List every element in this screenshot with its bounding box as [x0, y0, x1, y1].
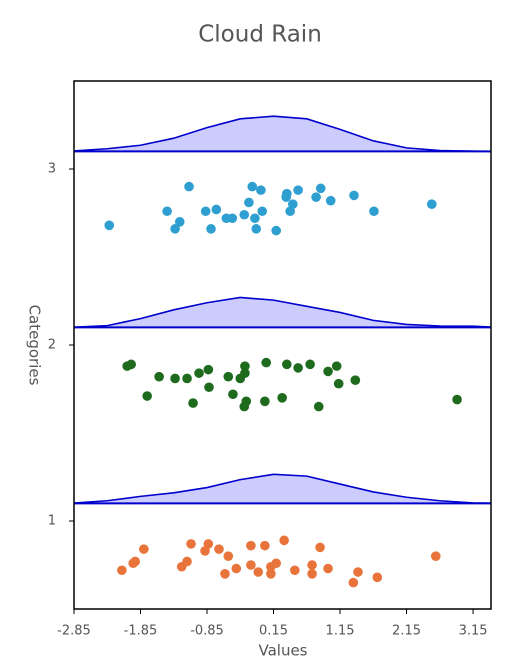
rain-point [285, 206, 295, 217]
rain-point [315, 542, 325, 553]
rain-point [246, 540, 256, 551]
rain-point [241, 396, 252, 407]
rain-point [142, 391, 152, 401]
rain-point [154, 371, 164, 382]
rain-point [307, 560, 317, 570]
rain-point [223, 371, 234, 382]
rain-point [170, 373, 180, 384]
x-tick-label: 3.15 [459, 624, 488, 639]
rain-point [348, 577, 359, 588]
rain-point [323, 563, 333, 574]
cloud-fill [74, 116, 491, 152]
rain-point [186, 539, 196, 549]
rain-point [223, 551, 234, 561]
rain-point [130, 556, 140, 567]
cloud-fill [74, 474, 491, 504]
y-tick-label: 1 [48, 514, 56, 529]
rain-point [227, 213, 238, 224]
y-tick-label: 3 [48, 162, 56, 177]
rain-point [247, 181, 258, 192]
x-tick-label: -0.85 [190, 624, 224, 639]
rain-point [182, 373, 192, 384]
rain-point [240, 361, 250, 371]
rain-point [282, 359, 292, 370]
cloud [74, 115, 491, 153]
rain-point [333, 378, 344, 389]
rain-point [251, 224, 262, 234]
rain-point [277, 393, 287, 403]
rain-point [369, 206, 379, 217]
rain-point [260, 540, 270, 551]
rain-point [206, 224, 216, 234]
rain-point [266, 569, 276, 579]
rain-point [313, 401, 324, 412]
rain-point [170, 224, 180, 234]
rain-point [188, 398, 198, 408]
rain-point [174, 217, 185, 227]
rain-point [182, 556, 192, 567]
rain-point [315, 183, 326, 194]
x-tick-label: -1.85 [124, 624, 158, 639]
rain-point [117, 565, 127, 576]
rain-point [126, 359, 136, 370]
rain-point [290, 565, 300, 576]
rain-point [349, 190, 359, 201]
rain-point [350, 375, 361, 386]
rain-point [372, 572, 383, 583]
rain-point [279, 535, 289, 546]
rain-point [257, 206, 268, 217]
x-tick-label: 1.15 [326, 624, 355, 639]
rain-point [203, 364, 214, 375]
rain-point [293, 185, 303, 195]
rain-point [307, 569, 317, 579]
cloud [74, 296, 491, 329]
rain-point [261, 357, 272, 368]
cloud [74, 473, 491, 505]
rain-point [239, 209, 250, 220]
rain-point [427, 199, 437, 209]
rain-point [305, 359, 315, 370]
rain-point [184, 181, 194, 192]
x-axis-label: Values [258, 642, 307, 660]
rain-point [104, 220, 115, 231]
y-tick-label: 2 [48, 338, 56, 353]
rain-point [271, 225, 281, 236]
rain-point [353, 567, 363, 577]
rain-point [246, 560, 256, 570]
rain-point [271, 558, 281, 569]
rain-point [250, 213, 260, 224]
cloud-fill [74, 297, 491, 328]
rain-point [194, 368, 204, 378]
rain-point [139, 544, 149, 554]
rain-point [214, 544, 224, 554]
y-axis-label: Categories [26, 305, 44, 386]
rain-point [256, 185, 266, 195]
rain-point [325, 195, 336, 206]
x-tick-label: 2.15 [392, 624, 421, 639]
rain-point [452, 394, 462, 405]
rain-point [231, 563, 242, 574]
rain-point [211, 204, 222, 215]
x-tick-label: 0.15 [259, 624, 288, 639]
rain-point [253, 567, 264, 577]
rain-point [260, 396, 270, 407]
chart-title: Cloud Rain [198, 22, 322, 48]
plot-frame [73, 80, 492, 610]
x-tick-label: -2.85 [57, 624, 91, 639]
rain-point [323, 366, 333, 377]
rain-point [228, 389, 238, 400]
rain-point [220, 569, 230, 579]
rain-point [204, 382, 214, 393]
rain-point [430, 551, 441, 561]
rain-point [311, 192, 321, 202]
rain-point [200, 206, 211, 217]
rain-point [244, 197, 254, 208]
rain-point [293, 363, 303, 373]
rain-point [162, 206, 172, 217]
rain-point [331, 361, 342, 371]
rain-point [240, 368, 250, 378]
rain-point [203, 539, 214, 549]
rain-point [282, 188, 292, 199]
